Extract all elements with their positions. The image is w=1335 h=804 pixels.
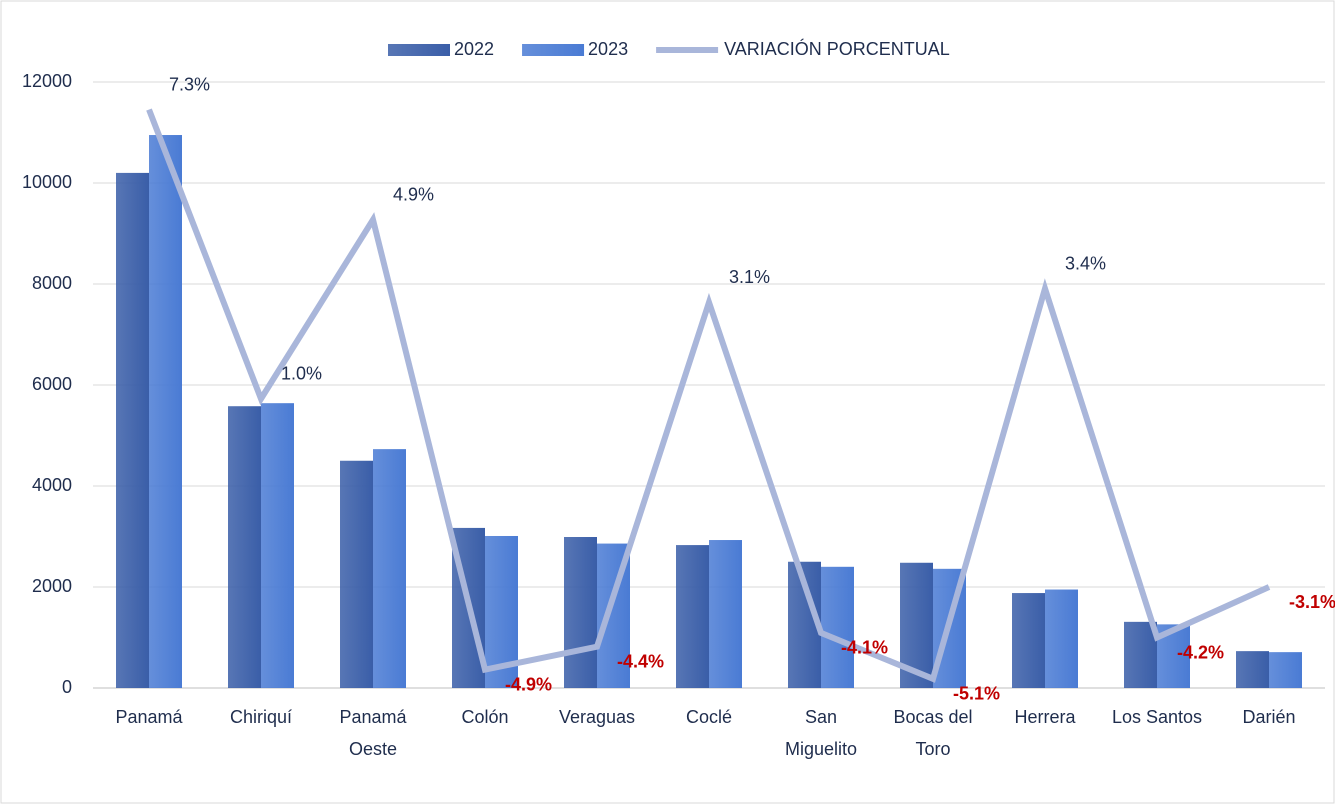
data-label: 1.0% [281, 364, 322, 384]
data-label: 3.1% [729, 267, 770, 287]
data-label: -5.1% [953, 684, 1000, 704]
bar [149, 135, 182, 688]
x-tick-label-line: Panamá [339, 707, 407, 727]
legend-label: 2022 [454, 39, 494, 59]
line [146, 108, 1271, 683]
y-tick-label: 2000 [32, 576, 72, 596]
x-tick-label: Panamá Oeste [339, 707, 407, 759]
legend-label: 2023 [588, 39, 628, 59]
y-tick-label: 0 [62, 677, 72, 697]
x-tick-label: Darién [1242, 707, 1295, 727]
bar [1269, 652, 1302, 688]
y-tick-label: 10000 [22, 172, 72, 192]
y-tick-label: 6000 [32, 374, 72, 394]
x-tick-label: Herrera [1014, 707, 1076, 727]
x-tick-label-line: Oeste [349, 739, 397, 759]
x-tick-label: Colón [461, 707, 508, 727]
bar [821, 566, 854, 688]
x-tick-label-line: Bocas del [893, 707, 972, 727]
bar [116, 172, 149, 688]
bar [261, 403, 294, 688]
bar [1045, 589, 1078, 688]
data-label: 3.4% [1065, 253, 1106, 273]
data-label: -3.1% [1289, 592, 1335, 612]
legend-label: VARIACIÓN PORCENTUAL [724, 38, 950, 59]
x-tick-label-line: Miguelito [785, 739, 857, 759]
data-label: -4.1% [841, 638, 888, 658]
bar [340, 460, 373, 688]
bar [709, 540, 742, 688]
bar [373, 449, 406, 688]
data-label: -4.9% [505, 674, 552, 694]
data-label: 4.9% [393, 184, 434, 204]
x-tick-label: Bocas del Toro [893, 707, 972, 759]
x-tick-label: Panamá [115, 707, 183, 727]
legend-swatch [388, 44, 450, 56]
x-tick-label: Chiriquí [230, 707, 292, 727]
bar [1012, 593, 1045, 688]
data-label: -4.4% [617, 651, 664, 671]
data-label: 7.3% [169, 74, 210, 94]
x-tick-label-line: Toro [915, 739, 950, 759]
x-tick-label: San Miguelito [785, 707, 857, 759]
legend-swatch [522, 44, 585, 56]
x-tick-label: Veraguas [559, 707, 635, 727]
x-tick-label-line: San [805, 707, 837, 727]
y-tick-label: 4000 [32, 475, 72, 495]
bar [1124, 621, 1157, 688]
data-label: -4.2% [1177, 642, 1224, 662]
bar [228, 406, 261, 688]
x-tick-label: Coclé [686, 707, 732, 727]
y-tick-label: 8000 [32, 273, 72, 293]
bar [564, 537, 597, 688]
x-tick-label: Los Santos [1112, 707, 1202, 727]
bar [676, 545, 709, 688]
y-tick-label: 12000 [22, 71, 72, 91]
bar [1236, 651, 1269, 688]
